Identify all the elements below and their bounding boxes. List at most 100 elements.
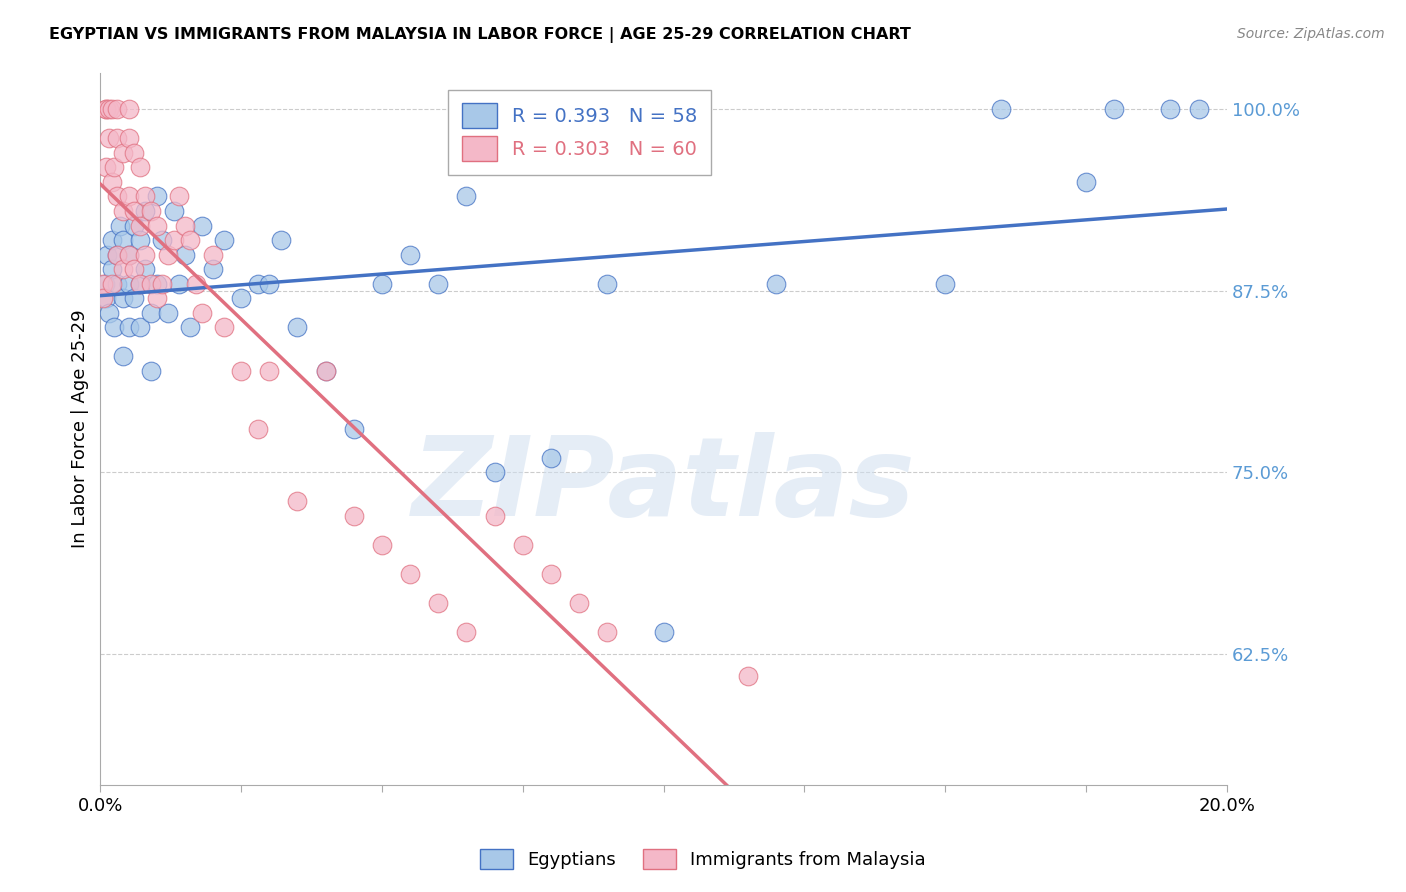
Point xyxy=(94,291,117,305)
Point xyxy=(399,247,422,261)
Point xyxy=(247,277,270,291)
Point xyxy=(105,247,128,261)
Point xyxy=(117,247,139,261)
Point xyxy=(105,277,128,291)
Point xyxy=(173,247,195,261)
Point xyxy=(134,262,156,277)
Point xyxy=(105,247,128,261)
Point xyxy=(173,219,195,233)
Point xyxy=(179,320,201,334)
Point xyxy=(427,596,450,610)
Point xyxy=(184,277,207,291)
Point xyxy=(247,422,270,436)
Text: Source: ZipAtlas.com: Source: ZipAtlas.com xyxy=(1237,27,1385,41)
Point xyxy=(231,364,253,378)
Text: EGYPTIAN VS IMMIGRANTS FROM MALAYSIA IN LABOR FORCE | AGE 25-29 CORRELATION CHAR: EGYPTIAN VS IMMIGRANTS FROM MALAYSIA IN … xyxy=(49,27,911,43)
Point xyxy=(1159,103,1181,117)
Point xyxy=(315,364,337,378)
Point xyxy=(934,277,956,291)
Point xyxy=(270,233,292,247)
Point xyxy=(456,189,478,203)
Point xyxy=(343,422,366,436)
Point xyxy=(179,233,201,247)
Y-axis label: In Labor Force | Age 25-29: In Labor Force | Age 25-29 xyxy=(72,310,89,549)
Point xyxy=(97,103,120,117)
Point xyxy=(96,247,118,261)
Point xyxy=(100,103,122,117)
Point xyxy=(128,161,150,175)
Point xyxy=(287,494,309,508)
Point xyxy=(371,277,394,291)
Point xyxy=(122,262,145,277)
Point xyxy=(91,277,114,291)
Point xyxy=(568,596,591,610)
Point xyxy=(212,233,235,247)
Point xyxy=(484,509,506,524)
Point xyxy=(765,277,787,291)
Point xyxy=(540,450,562,465)
Point xyxy=(399,567,422,582)
Point xyxy=(91,291,114,305)
Point xyxy=(94,161,117,175)
Point xyxy=(117,103,139,117)
Point xyxy=(108,219,131,233)
Point xyxy=(343,509,366,524)
Point xyxy=(167,277,190,291)
Point xyxy=(100,262,122,277)
Point xyxy=(117,189,139,203)
Point xyxy=(484,466,506,480)
Point xyxy=(97,306,120,320)
Point xyxy=(122,291,145,305)
Point xyxy=(105,189,128,203)
Point xyxy=(596,277,619,291)
Point xyxy=(117,247,139,261)
Point xyxy=(94,103,117,117)
Point xyxy=(111,291,134,305)
Point xyxy=(427,277,450,291)
Point xyxy=(1102,103,1125,117)
Point xyxy=(122,204,145,219)
Point xyxy=(94,277,117,291)
Point xyxy=(652,625,675,640)
Point xyxy=(139,306,162,320)
Point xyxy=(117,320,139,334)
Point xyxy=(1074,175,1097,189)
Point xyxy=(162,233,184,247)
Point xyxy=(100,277,122,291)
Point xyxy=(111,145,134,160)
Point xyxy=(201,262,224,277)
Point xyxy=(128,277,150,291)
Point xyxy=(259,364,281,378)
Point xyxy=(103,320,125,334)
Point xyxy=(105,103,128,117)
Point xyxy=(737,669,759,683)
Point xyxy=(540,567,562,582)
Point xyxy=(105,131,128,145)
Point xyxy=(111,262,134,277)
Text: ZIPatlas: ZIPatlas xyxy=(412,433,915,540)
Point xyxy=(134,204,156,219)
Point xyxy=(150,277,173,291)
Legend: R = 0.393   N = 58, R = 0.303   N = 60: R = 0.393 N = 58, R = 0.303 N = 60 xyxy=(449,90,711,175)
Point xyxy=(259,277,281,291)
Point xyxy=(145,291,167,305)
Point xyxy=(117,131,139,145)
Point xyxy=(596,625,619,640)
Point xyxy=(162,204,184,219)
Point xyxy=(150,233,173,247)
Point xyxy=(128,233,150,247)
Point xyxy=(139,364,162,378)
Point xyxy=(139,204,162,219)
Point xyxy=(122,145,145,160)
Point xyxy=(100,233,122,247)
Point xyxy=(94,103,117,117)
Point xyxy=(456,625,478,640)
Point xyxy=(190,219,212,233)
Point xyxy=(201,247,224,261)
Point xyxy=(1187,103,1209,117)
Point xyxy=(231,291,253,305)
Point xyxy=(139,277,162,291)
Point xyxy=(145,189,167,203)
Point xyxy=(190,306,212,320)
Point xyxy=(128,219,150,233)
